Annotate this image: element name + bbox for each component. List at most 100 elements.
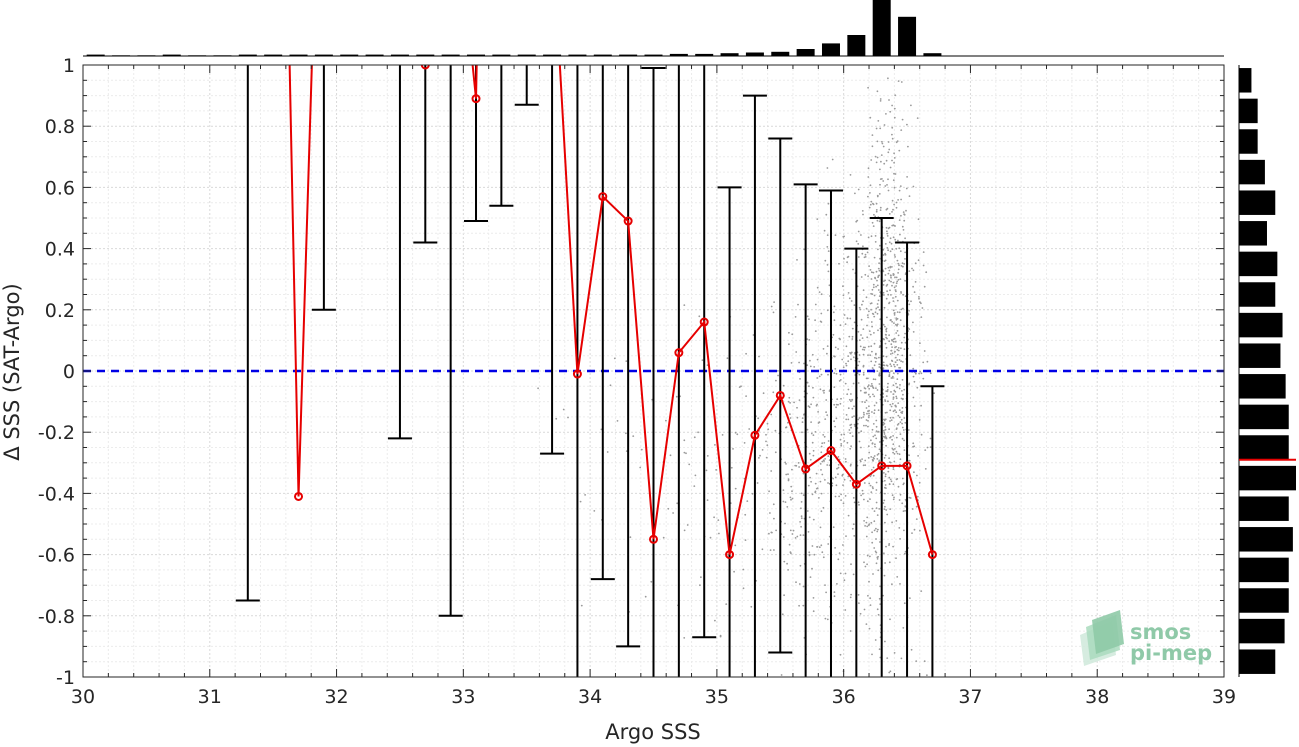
scatter-point (874, 639, 877, 641)
scatter-point (869, 354, 872, 357)
scatter-point (839, 373, 842, 376)
scatter-point (823, 389, 825, 392)
scatter-point (884, 484, 887, 486)
scatter-point (897, 402, 900, 404)
scatter-point (888, 476, 891, 479)
scatter-point (782, 489, 785, 491)
scatter-point (884, 400, 887, 402)
scatter-point (864, 401, 866, 404)
scatter-point (902, 429, 905, 431)
top-hist-bar (492, 54, 511, 56)
scatter-point (857, 364, 859, 367)
scatter-point (903, 417, 906, 419)
scatter-point (875, 127, 878, 130)
scatter-point (810, 403, 812, 406)
scatter-point (861, 348, 864, 351)
scatter-point (905, 187, 908, 190)
scatter-point (860, 430, 863, 433)
scatter-point (904, 251, 907, 254)
scatter-point (827, 455, 830, 457)
scatter-point (878, 356, 880, 359)
scatter-point (901, 502, 904, 505)
top-hist-bar (467, 54, 486, 56)
scatter-point (891, 248, 894, 251)
scatter-point (865, 535, 868, 538)
scatter-point (920, 372, 923, 375)
scatter-point (863, 482, 866, 484)
scatter-point (850, 563, 852, 566)
scatter-point (844, 609, 847, 611)
top-hist-bar (695, 53, 714, 56)
scatter-point (806, 428, 809, 431)
scatter-point (726, 357, 729, 360)
scatter-point (869, 475, 872, 478)
scatter-point (883, 479, 886, 482)
mean-marker (775, 390, 785, 400)
scatter-point (866, 336, 869, 339)
scatter-point (822, 434, 825, 436)
scatter-point (925, 271, 928, 274)
x-tick-label: 33 (451, 686, 475, 708)
scatter-point (744, 513, 747, 516)
scatter-point (895, 436, 898, 439)
scatter-point (857, 256, 860, 258)
top-hist-bar (441, 54, 460, 56)
scatter-point (850, 393, 852, 395)
scatter-point (795, 464, 798, 467)
scatter-point (895, 478, 898, 481)
scatter-point (820, 373, 823, 376)
scatter-point (865, 407, 868, 409)
scatter-point (841, 358, 844, 361)
scatter-point (815, 487, 818, 490)
scatter-point (789, 402, 791, 404)
scatter-point (874, 378, 877, 381)
scatter-point (796, 535, 799, 538)
scatter-point (845, 362, 847, 365)
scatter-point (896, 364, 899, 366)
scatter-point (846, 317, 849, 320)
scatter-point (883, 422, 886, 425)
scatter-point (914, 281, 917, 283)
scatter-point (898, 453, 901, 456)
scatter-point (788, 396, 791, 399)
scatter-point (876, 558, 879, 560)
scatter-point (875, 202, 878, 205)
scatter-point (842, 294, 845, 297)
scatter-point (867, 457, 870, 459)
scatter-point (890, 405, 893, 408)
scatter-point (819, 388, 822, 391)
scatter-point (822, 506, 825, 509)
scatter-point (892, 384, 895, 387)
scatter-point (783, 594, 785, 597)
scatter-point (875, 425, 878, 428)
scatter-point (902, 627, 905, 629)
scatter-point (699, 584, 701, 587)
scatter-point (897, 347, 900, 349)
y-tick-label: 1 (63, 55, 75, 77)
scatter-point (845, 414, 848, 416)
scatter-point (793, 401, 795, 404)
top-hist-bar (619, 54, 638, 56)
scatter-point (892, 443, 895, 446)
scatter-point (889, 319, 892, 321)
scatter-point (889, 670, 892, 673)
scatter-point (833, 319, 836, 322)
scatter-point (770, 413, 773, 416)
scatter-point (740, 385, 742, 388)
scatter-point (866, 314, 869, 316)
scatter-point (887, 293, 890, 296)
scatter-point (537, 387, 539, 390)
scatter-point (878, 366, 881, 368)
scatter-point (879, 206, 882, 209)
scatter-point (800, 507, 802, 510)
scatter-point (868, 310, 870, 313)
scatter-point (875, 402, 878, 404)
x-tick-label: 39 (1212, 686, 1236, 708)
scatter-point (874, 550, 877, 553)
scatter-point (861, 337, 864, 339)
scatter-point (874, 443, 876, 446)
scatter-point (806, 338, 809, 340)
scatter-point (869, 395, 871, 398)
scatter-point (700, 576, 702, 579)
scatter-point (844, 323, 847, 325)
